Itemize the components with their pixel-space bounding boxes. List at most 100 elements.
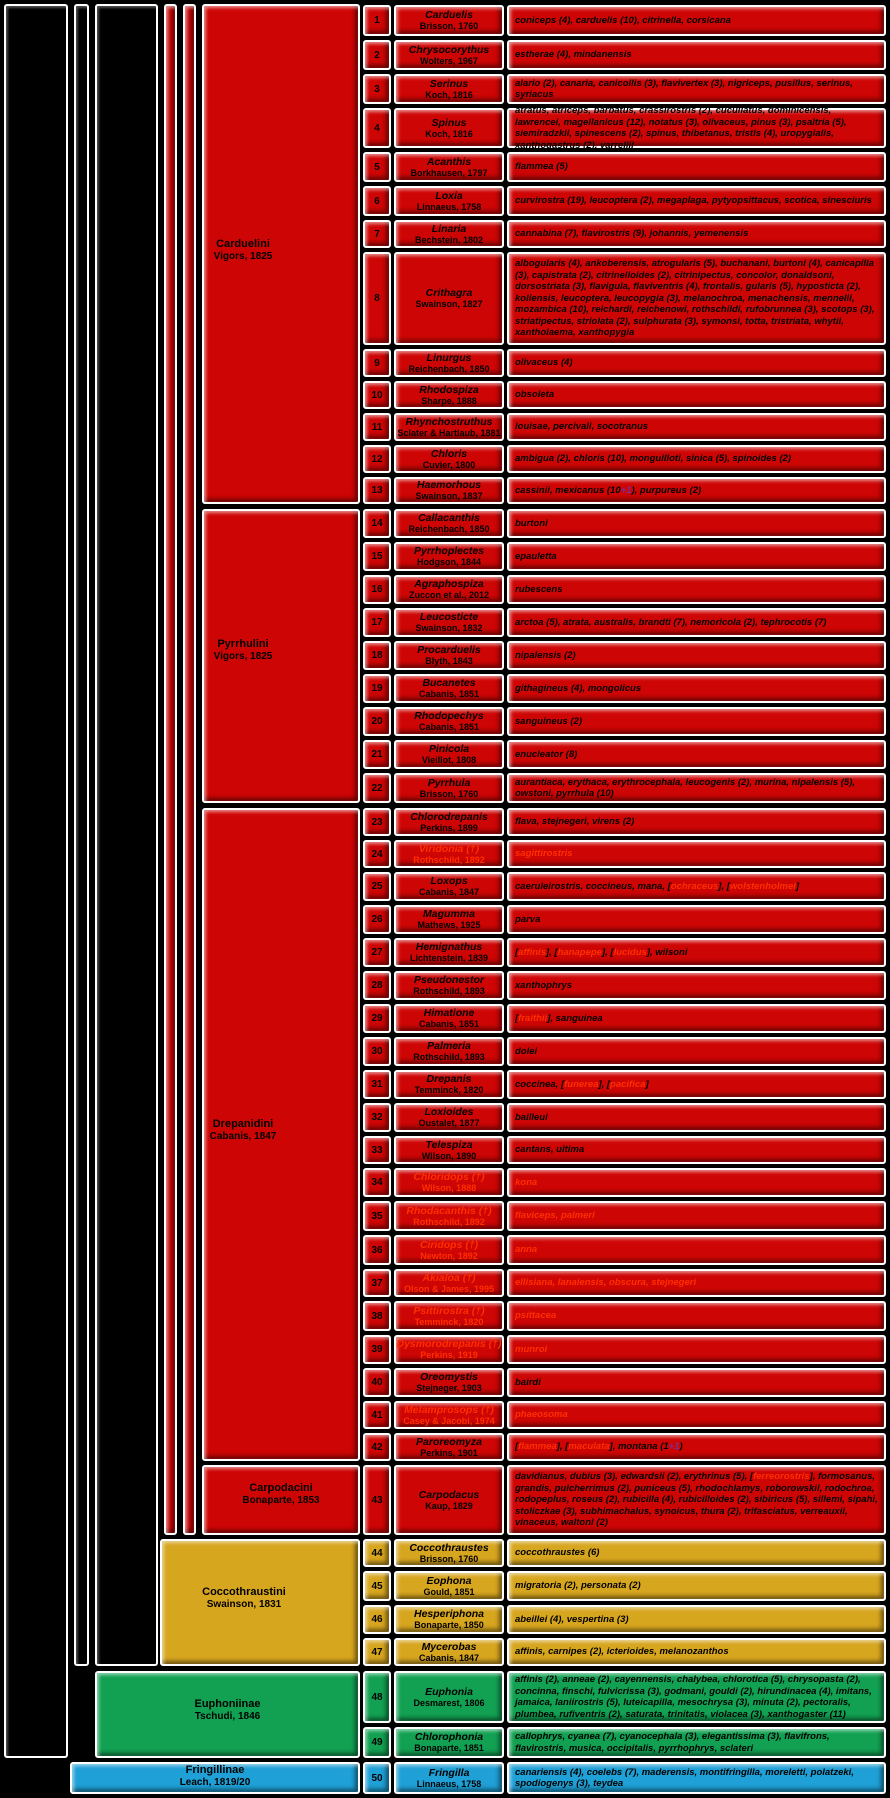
genus-name: Telespiza [425, 1138, 473, 1151]
genus-author: Bonaparte, 1850 [414, 1620, 484, 1631]
genus-box-procarduelis: Procarduelis Blyth, 1843 [394, 641, 504, 670]
clade-branch-bar [4, 4, 68, 1758]
genus-name: Melamprosops (†) [404, 1403, 494, 1416]
species-segment-highlight: funerea [564, 1078, 599, 1090]
species-list-row-18: nipalensis (2) [507, 641, 886, 670]
species-text: dolei [515, 1046, 537, 1058]
clade-name: Drepanidini [212, 1118, 274, 1130]
species-list-row-31: coccinea, [funerea], [pacifica] [507, 1070, 886, 1099]
genus-author: Stejneger, 1903 [416, 1383, 482, 1394]
genus-name: Procarduelis [417, 644, 481, 657]
species-list-row-47: affinis, carnipes (2), icterioides, mela… [507, 1638, 886, 1666]
genus-author: Newton, 1892 [420, 1250, 478, 1261]
genus-name: Himatione [423, 1007, 475, 1020]
species-segment: bairdi [515, 1376, 541, 1388]
genus-name: Carduelis [425, 9, 473, 22]
species-text: ambigua (2), chloris (10), monguilloti, … [515, 453, 791, 465]
genus-author: Rothschild, 1893 [413, 986, 485, 997]
genus-author: Brisson, 1760 [419, 788, 479, 799]
species-list-row-35: flaviceps, palmeri [507, 1201, 886, 1231]
species-list-row-36: anna [507, 1235, 886, 1265]
clade-name: Carduelini [216, 238, 270, 250]
species-segment: epauletta [515, 550, 557, 562]
species-list-row-32: bailleui [507, 1103, 886, 1132]
species-list-row-23: flava, stejnegeri, virens (2) [507, 808, 886, 836]
row-number-4: 4 [363, 108, 391, 148]
species-text: estherae (4), mindanensis [515, 49, 632, 61]
species-segment: ], wilsoni [646, 946, 688, 958]
species-segment: cannabina (7), flavirostris (9), johanni… [515, 228, 749, 240]
genus-box-mycerobas: Mycerobas Cabanis, 1847 [394, 1638, 504, 1666]
genus-author: Cabanis, 1851 [418, 689, 480, 700]
species-segment: migratoria (2), personata (2) [515, 1580, 641, 1592]
genus-author: Rothschild, 1892 [413, 1216, 485, 1227]
genus-box-chloris: Chloris Cuvier, 1800 [394, 445, 504, 473]
species-text: [flammea], [maculata], montana (1+1) [515, 1441, 683, 1453]
species-list-row-3: alario (2), canaria, canicollis (3), fla… [507, 74, 886, 104]
genus-box-carpodacus: Carpodacus Kaup, 1829 [394, 1465, 504, 1535]
species-segment: cassinii, mexicanus (10 [515, 484, 621, 496]
species-list-row-45: migratoria (2), personata (2) [507, 1571, 886, 1601]
row-number-34: 34 [363, 1168, 391, 1197]
genus-name: Haemorhous [416, 479, 482, 492]
species-text: flaviceps, palmeri [515, 1210, 595, 1222]
genus-author: Swainson, 1837 [415, 491, 483, 502]
genus-box-akialoa: Akialoa (†) Olson & James, 1995 [394, 1269, 504, 1297]
genus-author: Koch, 1816 [425, 89, 473, 100]
row-number-10: 10 [363, 381, 391, 409]
genus-box-rhynchostruthus: Rhynchostruthus Sclater & Hartlaub, 1881 [394, 413, 504, 441]
genus-author: Wilson, 1888 [421, 1183, 477, 1194]
species-list-row-38: psittacea [507, 1301, 886, 1331]
species-segment: affinis (2), anneae (2), cayennensis, ch… [515, 1674, 872, 1720]
species-text: anna [515, 1244, 537, 1256]
genus-name: Rhynchostruthus [405, 415, 493, 428]
species-text: rubescens [515, 584, 563, 596]
species-segment: ], [ [598, 1078, 611, 1090]
genus-box-oreomystis: Oreomystis Stejneger, 1903 [394, 1368, 504, 1397]
genus-author: Olson & James, 1995 [403, 1283, 495, 1294]
species-list-row-25: caeruleirostris, coccineus, mana, [ochra… [507, 872, 886, 901]
species-text: affinis, carnipes (2), icterioides, mela… [515, 1646, 729, 1658]
species-list-row-43: davidianus, dubius (3), edwardsii (2), e… [507, 1465, 886, 1535]
genus-box-hesperiphona: Hesperiphona Bonaparte, 1850 [394, 1605, 504, 1634]
clade-box-carduelini [202, 4, 360, 504]
row-number-23: 23 [363, 808, 391, 836]
genus-author: Wolters, 1967 [420, 55, 478, 66]
genus-box-psittirostra: Psittirostra (†) Temminck, 1820 [394, 1301, 504, 1331]
species-segment: affinis, carnipes (2), icterioides, mela… [515, 1646, 729, 1658]
species-segment: coniceps (4), carduelis (10), citrinella… [515, 14, 731, 26]
species-list-row-44: coccothraustes (6) [507, 1539, 886, 1567]
species-segment-highlight: hanapepe [557, 946, 602, 958]
genus-name: Chloridops (†) [413, 1171, 485, 1184]
clade-label-carduelini: Carduelini Vigors, 1825 [202, 238, 284, 263]
genus-box-euphonia: Euphonia Desmarest, 1806 [394, 1671, 504, 1723]
row-number-39: 39 [363, 1335, 391, 1364]
species-segment-highlight: phaeosoma [515, 1409, 568, 1421]
row-number-31: 31 [363, 1070, 391, 1099]
genus-author: Brisson, 1760 [419, 21, 479, 32]
genus-box-linurgus: Linurgus Reichenbach, 1850 [394, 349, 504, 377]
species-list-row-7: cannabina (7), flavirostris (9), johanni… [507, 220, 886, 248]
species-segment: curvirostra (19), leucoptera (2), megapl… [515, 195, 872, 207]
genus-name: Chlorophonia [414, 1731, 484, 1744]
genus-name: Viridonia (†) [418, 842, 480, 855]
genus-author: Desmarest, 1806 [413, 1697, 485, 1708]
genus-box-agraphospiza: Agraphospiza Zuccon et al., 2012 [394, 575, 504, 604]
genus-box-bucanetes: Bucanetes Cabanis, 1851 [394, 674, 504, 703]
genus-box-loxia: Loxia Linnaeus, 1758 [394, 186, 504, 216]
species-list-row-21: enucleator (8) [507, 740, 886, 769]
species-list-row-15: epauletta [507, 542, 886, 571]
species-segment-highlight: kona [515, 1176, 538, 1188]
genus-name: Mycerobas [421, 1640, 477, 1653]
species-text: coniceps (4), carduelis (10), citrinella… [515, 15, 731, 27]
species-segment: ], [ [545, 946, 558, 958]
species-text: arctoa (5), atrata, australis, brandti (… [515, 617, 826, 629]
species-segment: ], [ [601, 946, 614, 958]
clade-box-fringillinae [70, 1762, 360, 1794]
genus-author: Rothschild, 1893 [413, 1052, 485, 1063]
genus-box-magumma: Magumma Mathews, 1925 [394, 905, 504, 934]
species-text: coccothraustes (6) [515, 1547, 599, 1559]
species-segment: ], montana (1 [609, 1441, 669, 1453]
genus-box-serinus: Serinus Koch, 1816 [394, 74, 504, 104]
genus-box-haemorhous: Haemorhous Swainson, 1837 [394, 477, 504, 504]
